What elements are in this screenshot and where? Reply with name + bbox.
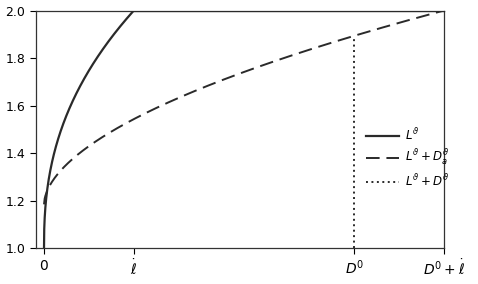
Legend: $L^\vartheta$, $L^\vartheta + D^\vartheta_a$, $L^\vartheta + D^\vartheta$: $L^\vartheta$, $L^\vartheta + D^\varthet… <box>361 122 454 194</box>
